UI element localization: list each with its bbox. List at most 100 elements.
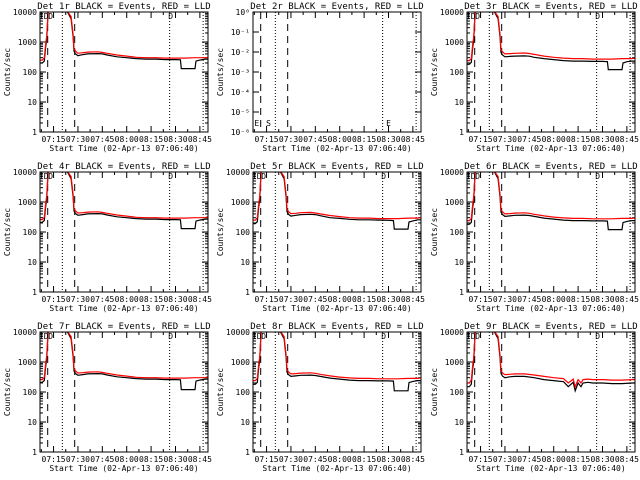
- y-tick-label: 1: [32, 288, 37, 297]
- state-marker: D: [475, 332, 480, 341]
- y-tick-label: 1000: [445, 38, 464, 47]
- plot-frame: [252, 11, 422, 133]
- series-events: [40, 332, 208, 391]
- state-marker: D: [168, 172, 173, 181]
- y-tick-label: 10000: [13, 168, 37, 177]
- y-tick-label: 10000: [440, 168, 464, 177]
- x-axis-label: Start Time (02-Apr-13 07:06:40): [262, 464, 411, 473]
- y-tick-label: 10⁻²: [231, 48, 250, 57]
- y-tick-label: 10000: [226, 328, 250, 337]
- x-tick-label: 08:45: [401, 135, 425, 144]
- panel-det2r: Det 2r BLACK = Events, RED = LLD 10⁻⁶ 10⁻⁵…: [216, 2, 425, 153]
- plot-frame: [466, 11, 636, 133]
- panel-det1r: Det 1r BLACK = Events, RED = LLD 1 10 100 10…: [3, 2, 212, 153]
- series-events: [253, 172, 421, 230]
- state-marker: E: [254, 119, 259, 128]
- chart-title: Det 8r BLACK = Events, RED = LLD: [250, 322, 423, 332]
- x-tick-label: 08:15: [139, 295, 163, 304]
- y-tick-label: 1: [245, 288, 250, 297]
- y-axis-label: Counts/sec: [430, 48, 439, 96]
- x-tick-label: 07:30: [66, 135, 90, 144]
- y-tick-label: 10: [27, 258, 37, 267]
- y-tick-label: 100: [450, 388, 465, 397]
- state-marker: ID: [252, 172, 262, 181]
- y-tick-label: 10⁻⁴: [231, 88, 250, 97]
- state-marker: D: [48, 332, 53, 341]
- chart-title: Det 2r BLACK = Events, RED = LLD: [250, 2, 423, 12]
- y-tick-label: 100: [23, 228, 38, 237]
- x-tick-label: 08:00: [115, 455, 139, 464]
- y-tick-label: 10⁻¹: [231, 28, 250, 37]
- panel-det6r: Det 6r BLACK = Events, RED = LLD 1 10 100 10…: [430, 162, 639, 313]
- y-tick-label: 10⁰: [236, 8, 250, 17]
- y-tick-label: 10⁻³: [231, 68, 250, 77]
- y-tick-label: 100: [23, 68, 38, 77]
- state-marker: ID: [39, 172, 49, 181]
- y-tick-label: 1: [459, 448, 464, 457]
- y-axis-label: Counts/sec: [3, 368, 12, 416]
- x-tick-label: 08:15: [352, 135, 376, 144]
- x-tick-label: 08:30: [590, 295, 614, 304]
- y-tick-label: 100: [236, 228, 251, 237]
- state-marker: ID: [252, 332, 262, 341]
- panel-det3r: Det 3r BLACK = Events, RED = LLD 1 10 100 10…: [430, 2, 639, 153]
- y-tick-label: 100: [236, 388, 251, 397]
- series-lld: [253, 332, 421, 382]
- y-tick-label: 10: [240, 418, 250, 427]
- x-tick-label: 08:15: [139, 135, 163, 144]
- y-tick-label: 1: [459, 128, 464, 137]
- x-tick-label: 08:45: [615, 135, 639, 144]
- state-marker: D: [168, 12, 173, 21]
- state-marker: D: [261, 172, 266, 181]
- panel-det4r: Det 4r BLACK = Events, RED = LLD 1 10 100 10…: [3, 162, 212, 313]
- state-marker: ID: [39, 332, 49, 341]
- x-tick-label: 08:00: [542, 455, 566, 464]
- chart-title: Det 4r BLACK = Events, RED = LLD: [37, 162, 210, 172]
- y-tick-label: 1: [32, 128, 37, 137]
- x-tick-label: 08:15: [352, 295, 376, 304]
- y-tick-label: 10: [27, 418, 37, 427]
- state-marker: D: [261, 332, 266, 341]
- series-lld: [40, 172, 208, 221]
- x-tick-label: 07:30: [493, 135, 517, 144]
- y-tick-label: 1000: [231, 358, 250, 367]
- x-tick-label: 08:45: [188, 455, 212, 464]
- series-lld: [467, 332, 635, 389]
- y-tick-label: 10⁻⁵: [231, 108, 250, 117]
- chart-title: Det 9r BLACK = Events, RED = LLD: [464, 322, 637, 332]
- x-tick-label: 07:15: [255, 295, 279, 304]
- x-axis-label: Start Time (02-Apr-13 07:06:40): [49, 144, 198, 153]
- state-marker: ID: [466, 332, 476, 341]
- x-tick-label: 08:45: [188, 295, 212, 304]
- x-tick-label: 08:00: [328, 455, 352, 464]
- panel-det8r: Det 8r BLACK = Events, RED = LLD 1 10 100 10…: [216, 322, 425, 473]
- x-tick-label: 07:45: [303, 455, 327, 464]
- y-tick-label: 1: [245, 448, 250, 457]
- x-tick-label: 07:45: [517, 455, 541, 464]
- panel-det7r: Det 7r BLACK = Events, RED = LLD 1 10 100 10…: [3, 322, 212, 473]
- x-tick-label: 08:30: [376, 455, 400, 464]
- x-tick-label: 07:15: [255, 135, 279, 144]
- state-marker: D: [48, 172, 53, 181]
- x-axis-label: Start Time (02-Apr-13 07:06:40): [476, 144, 625, 153]
- x-tick-label: 08:30: [376, 135, 400, 144]
- y-tick-label: 1: [459, 288, 464, 297]
- series-events: [40, 172, 208, 230]
- x-tick-label: 08:00: [115, 135, 139, 144]
- y-axis-label: Counts/sec: [430, 208, 439, 256]
- state-marker: D: [595, 332, 600, 341]
- x-tick-label: 08:45: [401, 295, 425, 304]
- series-events: [40, 12, 208, 70]
- y-tick-label: 10000: [13, 8, 37, 17]
- y-tick-label: 100: [450, 68, 465, 77]
- chart-title: Det 6r BLACK = Events, RED = LLD: [464, 162, 637, 172]
- x-tick-label: 07:45: [90, 135, 114, 144]
- series-lld: [253, 172, 421, 221]
- x-tick-label: 07:15: [469, 135, 493, 144]
- x-tick-label: 08:00: [328, 295, 352, 304]
- x-tick-label: 08:30: [163, 455, 187, 464]
- x-axis-label: Start Time (02-Apr-13 07:06:40): [262, 304, 411, 313]
- y-tick-label: 100: [450, 228, 465, 237]
- x-axis-label: Start Time (02-Apr-13 07:06:40): [476, 464, 625, 473]
